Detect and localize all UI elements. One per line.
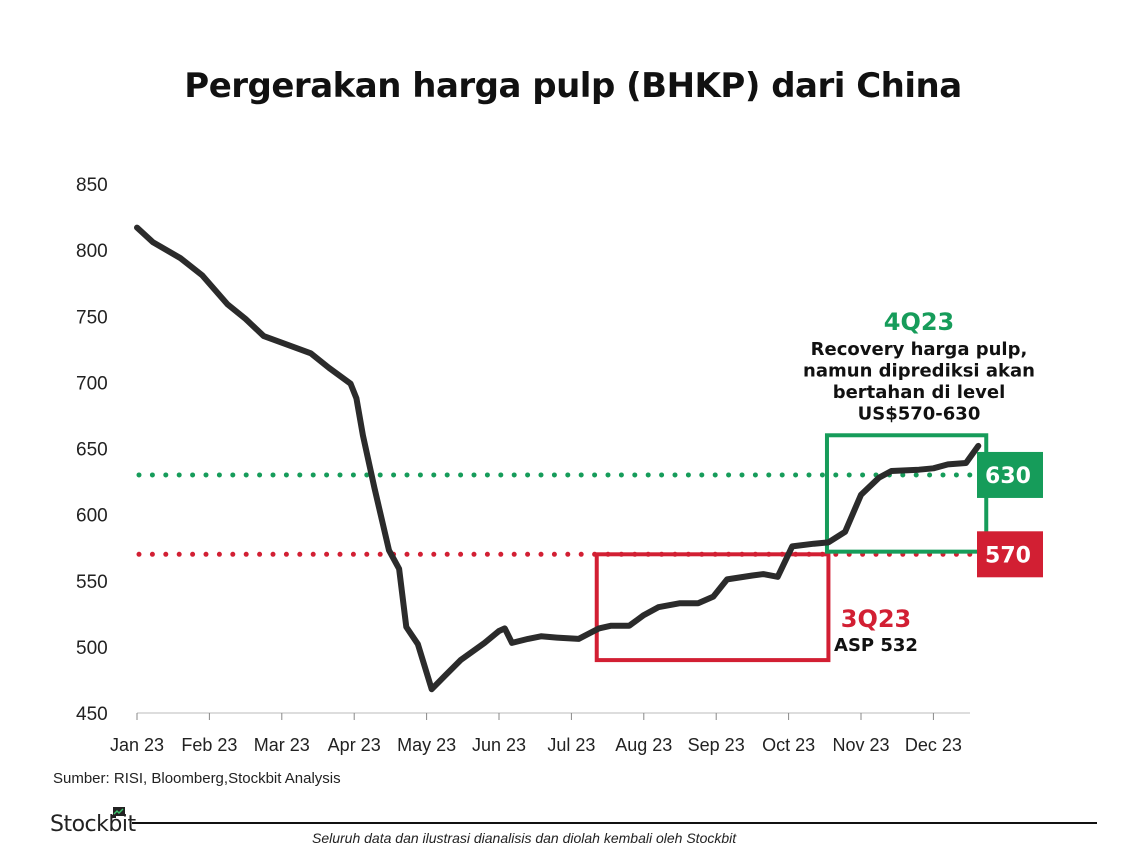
y-tick-label: 550 xyxy=(76,572,108,593)
annotation-line-3q23: ASP 532 xyxy=(834,635,918,656)
annotation-line-4q23: namun diprediksi akan xyxy=(803,361,1035,382)
source-note: Sumber: RISI, Bloomberg,Stockbit Analysi… xyxy=(53,770,341,787)
annotation-line-4q23: US$570-630 xyxy=(858,404,981,425)
y-tick-label: 500 xyxy=(76,638,108,659)
series-line-0 xyxy=(134,224,982,693)
badge-570 xyxy=(977,531,1043,578)
badge-label-570: 570 xyxy=(985,543,1031,568)
chart-icon xyxy=(112,807,125,818)
brand-logo: Stockbit xyxy=(50,812,136,837)
x-tick-label: Dec 23 xyxy=(905,735,962,755)
y-tick-label: 600 xyxy=(76,506,108,527)
y-tick-label: 750 xyxy=(76,307,108,328)
badge-630 xyxy=(977,451,1043,498)
x-tick-label: Nov 23 xyxy=(832,735,889,755)
y-tick-label: 450 xyxy=(76,704,108,725)
x-tick-label: Aug 23 xyxy=(615,735,672,755)
y-tick-label: 850 xyxy=(76,175,108,196)
y-tick-label: 650 xyxy=(76,440,108,461)
disclaimer: Seluruh data dan ilustrasi dianalisis da… xyxy=(312,830,737,846)
x-tick-label: Apr 23 xyxy=(328,735,381,755)
badge-label-630: 630 xyxy=(985,464,1031,489)
series-group xyxy=(134,224,982,693)
reference-lines xyxy=(136,472,978,557)
footer-divider xyxy=(132,822,1097,824)
annotation-heading-3q23: 3Q23 xyxy=(841,605,912,633)
annotation-line-4q23: bertahan di level xyxy=(833,382,1006,403)
x-tick-label: Feb 23 xyxy=(181,735,237,755)
x-tick-label: Sep 23 xyxy=(688,735,745,755)
x-tick-label: Oct 23 xyxy=(762,735,815,755)
annotation-box-3q23 xyxy=(594,552,831,663)
chart-title: Pergerakan harga pulp (BHKP) dari China xyxy=(184,66,962,106)
y-tick-label: 700 xyxy=(76,373,108,394)
x-tick-label: Jul 23 xyxy=(547,735,595,755)
annotation-line-4q23: Recovery harga pulp, xyxy=(811,339,1028,360)
annotations: 4Q23 Recovery harga pulp,namun diprediksi… xyxy=(803,308,1035,656)
annotation-heading-4q23: 4Q23 xyxy=(884,308,955,336)
x-tick-label: May 23 xyxy=(397,735,456,755)
y-tick-label: 800 xyxy=(76,241,108,262)
x-tick-label: Mar 23 xyxy=(254,735,310,755)
x-tick-label: Jun 23 xyxy=(472,735,526,755)
y-axis-ticks: 450 500 550 600 650 700 750 800 850 xyxy=(76,175,108,725)
x-tick-label: Jan 23 xyxy=(110,735,164,755)
reference-badges: 630 570 xyxy=(977,451,1043,578)
x-axis: Jan 23 Feb 23 Mar 23 Apr 23 May 23 Jun 23 Jul … xyxy=(110,712,970,755)
annotation-box-4q23 xyxy=(824,433,989,554)
